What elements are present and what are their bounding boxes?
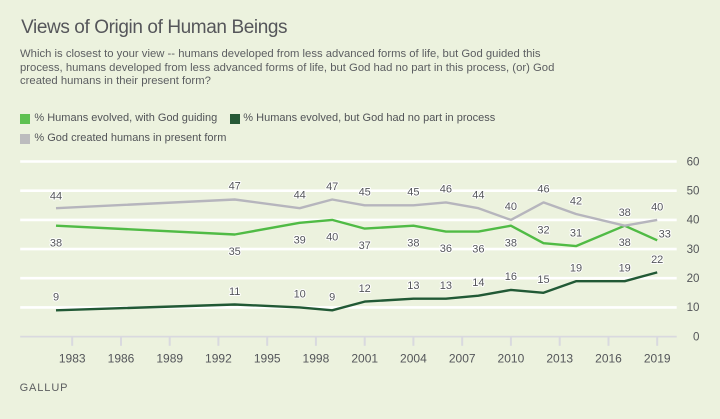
svg-text:19: 19 [570,263,582,275]
svg-text:47: 47 [229,181,241,193]
svg-text:0: 0 [693,330,699,343]
svg-text:2004: 2004 [400,351,427,365]
svg-text:13: 13 [440,280,452,292]
svg-text:1995: 1995 [254,351,281,365]
svg-text:45: 45 [407,187,419,199]
svg-text:60: 60 [687,155,700,168]
svg-text:40: 40 [687,214,700,227]
svg-text:46: 46 [440,184,452,196]
svg-text:44: 44 [294,189,306,201]
svg-text:2007: 2007 [449,351,476,365]
svg-text:2010: 2010 [498,351,525,365]
svg-text:2016: 2016 [595,351,622,365]
svg-text:10: 10 [294,289,306,301]
svg-text:1998: 1998 [303,351,330,365]
svg-text:1989: 1989 [156,351,183,365]
svg-text:39: 39 [294,234,306,246]
svg-text:44: 44 [472,189,484,201]
svg-text:22: 22 [651,254,663,266]
svg-text:38: 38 [407,237,419,249]
svg-text:38: 38 [619,237,631,249]
svg-text:47: 47 [326,181,338,193]
svg-text:1986: 1986 [108,351,135,365]
svg-text:40: 40 [651,201,663,213]
svg-text:45: 45 [359,187,371,199]
svg-text:14: 14 [472,277,484,289]
svg-text:40: 40 [326,232,338,244]
svg-text:44: 44 [50,190,62,202]
svg-text:1983: 1983 [59,351,86,365]
svg-text:33: 33 [659,229,671,241]
svg-text:38: 38 [50,237,62,249]
svg-text:10: 10 [687,301,700,314]
svg-text:11: 11 [229,286,240,298]
svg-text:31: 31 [570,228,582,240]
svg-text:37: 37 [359,240,371,252]
svg-text:30: 30 [687,243,700,256]
svg-text:19: 19 [619,263,631,275]
svg-text:16: 16 [505,271,517,283]
svg-text:15: 15 [537,274,549,286]
svg-text:13: 13 [407,280,419,292]
svg-text:46: 46 [537,184,549,196]
svg-text:40: 40 [505,201,517,213]
svg-text:50: 50 [687,185,700,198]
svg-text:38: 38 [505,237,517,249]
svg-text:2019: 2019 [644,351,671,365]
svg-text:36: 36 [440,243,452,255]
svg-text:42: 42 [570,195,582,207]
svg-text:32: 32 [537,225,549,237]
svg-text:2013: 2013 [546,351,573,365]
svg-text:20: 20 [687,272,700,285]
svg-text:38: 38 [619,207,631,219]
svg-text:35: 35 [229,246,241,258]
svg-text:12: 12 [359,283,371,295]
svg-text:9: 9 [329,292,335,304]
svg-text:1992: 1992 [205,351,232,365]
svg-text:36: 36 [472,243,484,255]
svg-text:2001: 2001 [351,351,378,365]
svg-text:9: 9 [53,292,59,304]
